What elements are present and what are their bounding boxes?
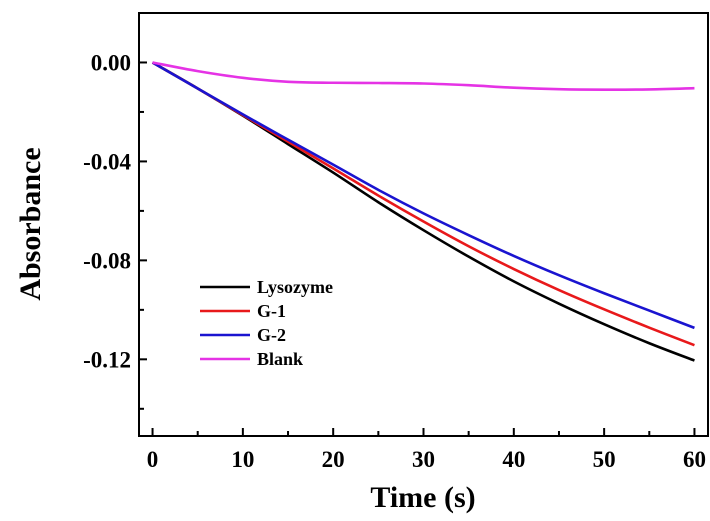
y-tick-label: -0.12 [83, 347, 131, 372]
y-tick-label: -0.04 [83, 149, 131, 174]
series-line-g-2 [151, 61, 695, 330]
x-axis-ticks: 0 10 20 30 40 50 60 [147, 428, 706, 472]
y-axis-ticks: 0.00 -0.04 -0.08 -0.12 [83, 12, 147, 410]
x-tick-label: 20 [322, 447, 345, 472]
legend: Lysozyme G-1 G-2 Blank [200, 277, 333, 369]
y-tick-label: -0.08 [83, 248, 131, 273]
legend-label-lysozyme: Lysozyme [257, 277, 333, 297]
series-lines [151, 61, 695, 362]
series-line-lysozyme [151, 61, 695, 362]
x-tick-label: 40 [502, 447, 525, 472]
y-axis-title: Absorbance [14, 147, 47, 300]
x-axis-title: Time (s) [370, 481, 475, 514]
y-tick-label: 0.00 [91, 50, 131, 75]
x-tick-label: 0 [147, 447, 159, 472]
x-tick-label: 60 [683, 447, 706, 472]
x-tick-label: 10 [231, 447, 254, 472]
x-tick-label: 50 [593, 447, 616, 472]
legend-label-g-1: G-1 [257, 301, 286, 321]
legend-label-g-2: G-2 [257, 325, 286, 345]
series-line-blank [152, 61, 695, 91]
legend-label-blank: Blank [257, 349, 303, 369]
series-line-g-1 [151, 61, 695, 347]
x-tick-label: 30 [412, 447, 435, 472]
